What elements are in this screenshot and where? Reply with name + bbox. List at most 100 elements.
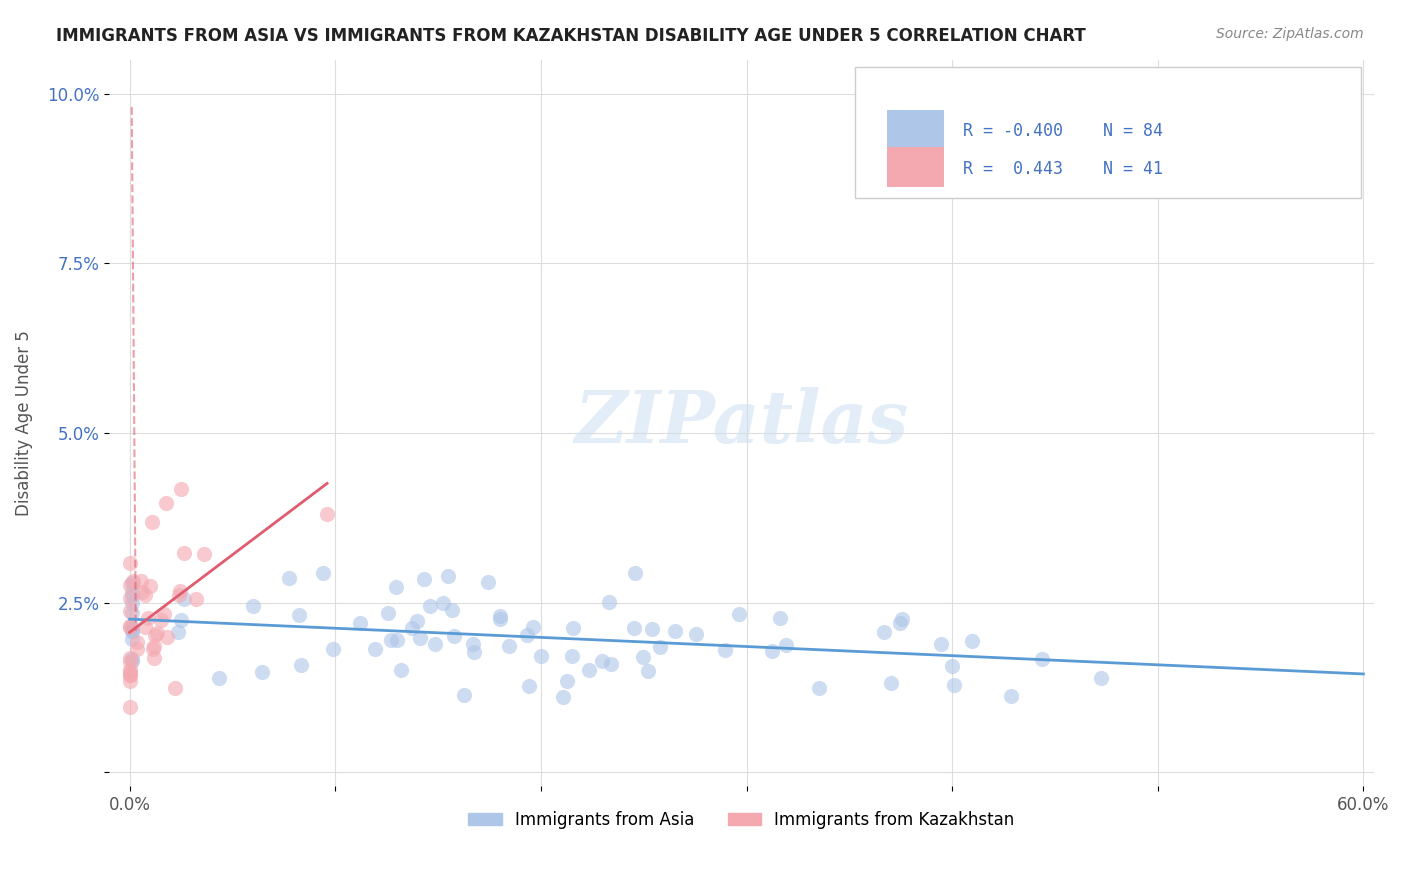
Point xyxy=(1090,671,1112,685)
Point xyxy=(349,615,371,630)
Point xyxy=(150,614,173,628)
Point xyxy=(125,635,148,649)
Point xyxy=(640,622,662,636)
Point xyxy=(277,571,299,585)
Point xyxy=(186,591,208,606)
Point xyxy=(728,607,751,621)
Point xyxy=(553,690,575,704)
Point xyxy=(134,620,156,634)
Point xyxy=(287,607,309,622)
Point xyxy=(143,628,166,642)
Point xyxy=(121,624,143,638)
Point xyxy=(578,663,600,677)
Point xyxy=(118,651,141,665)
Point xyxy=(156,630,179,644)
Point xyxy=(125,642,148,657)
Point xyxy=(406,614,429,628)
Point xyxy=(637,664,659,678)
Point xyxy=(142,639,165,653)
Point xyxy=(121,607,143,621)
Point xyxy=(118,673,141,688)
Point xyxy=(477,575,499,590)
Point xyxy=(118,619,141,633)
Point xyxy=(121,584,143,599)
Point xyxy=(141,515,163,529)
Point xyxy=(136,611,159,625)
Point xyxy=(516,628,538,642)
Point xyxy=(312,566,335,581)
Point xyxy=(122,574,145,589)
Point xyxy=(401,621,423,635)
Point xyxy=(163,681,186,695)
Y-axis label: Disability Age Under 5: Disability Age Under 5 xyxy=(15,330,32,516)
Point xyxy=(413,572,436,586)
Point xyxy=(121,652,143,666)
Point xyxy=(170,483,193,497)
Bar xyxy=(887,111,943,151)
Point xyxy=(387,633,409,648)
Point xyxy=(316,508,339,522)
Point xyxy=(879,675,901,690)
Point xyxy=(155,496,177,510)
Point xyxy=(555,674,578,689)
Point xyxy=(121,589,143,603)
Point xyxy=(121,619,143,633)
Point xyxy=(929,637,952,651)
Point xyxy=(118,667,141,681)
Point xyxy=(761,643,783,657)
Point xyxy=(437,569,460,583)
Text: R =  0.443    N = 41: R = 0.443 N = 41 xyxy=(963,160,1163,178)
Point xyxy=(443,629,465,643)
Point xyxy=(517,679,540,693)
Point xyxy=(598,595,620,609)
Point xyxy=(118,655,141,669)
Point xyxy=(129,574,152,588)
Point xyxy=(118,591,141,606)
Point xyxy=(423,637,446,651)
Point xyxy=(143,650,166,665)
Point xyxy=(169,588,191,602)
Point xyxy=(489,608,512,623)
Point xyxy=(121,654,143,668)
Point xyxy=(769,611,792,625)
Point xyxy=(889,615,911,630)
Point xyxy=(498,639,520,653)
Point xyxy=(1031,652,1053,666)
Point xyxy=(463,645,485,659)
Point xyxy=(118,665,141,679)
Point xyxy=(290,657,312,672)
Point xyxy=(121,596,143,610)
Point xyxy=(807,681,830,695)
Point xyxy=(121,624,143,639)
Point xyxy=(121,632,143,646)
Point xyxy=(134,588,156,602)
Point xyxy=(408,632,430,646)
Point xyxy=(167,625,190,640)
Point xyxy=(623,621,645,635)
Text: R = -0.400    N = 84: R = -0.400 N = 84 xyxy=(963,122,1163,140)
Point xyxy=(440,603,463,617)
Point xyxy=(941,658,963,673)
Point xyxy=(599,657,621,671)
Point xyxy=(873,625,896,640)
Point xyxy=(118,604,141,618)
Point xyxy=(153,607,176,621)
Point xyxy=(775,638,797,652)
Point xyxy=(118,620,141,634)
Point xyxy=(562,621,585,635)
Text: ZIPatlas: ZIPatlas xyxy=(574,387,908,458)
Point xyxy=(250,665,273,680)
Point xyxy=(377,606,399,620)
Point xyxy=(624,566,647,580)
Point xyxy=(170,613,193,627)
Text: IMMIGRANTS FROM ASIA VS IMMIGRANTS FROM KAZAKHSTAN DISABILITY AGE UNDER 5 CORREL: IMMIGRANTS FROM ASIA VS IMMIGRANTS FROM … xyxy=(56,27,1085,45)
Point xyxy=(120,556,142,570)
Point xyxy=(453,689,475,703)
Point xyxy=(385,580,408,594)
Point xyxy=(685,626,707,640)
Text: Source: ZipAtlas.com: Source: ZipAtlas.com xyxy=(1216,27,1364,41)
Point xyxy=(121,576,143,591)
Point xyxy=(1000,689,1022,703)
Point xyxy=(591,654,613,668)
Point xyxy=(364,641,387,656)
